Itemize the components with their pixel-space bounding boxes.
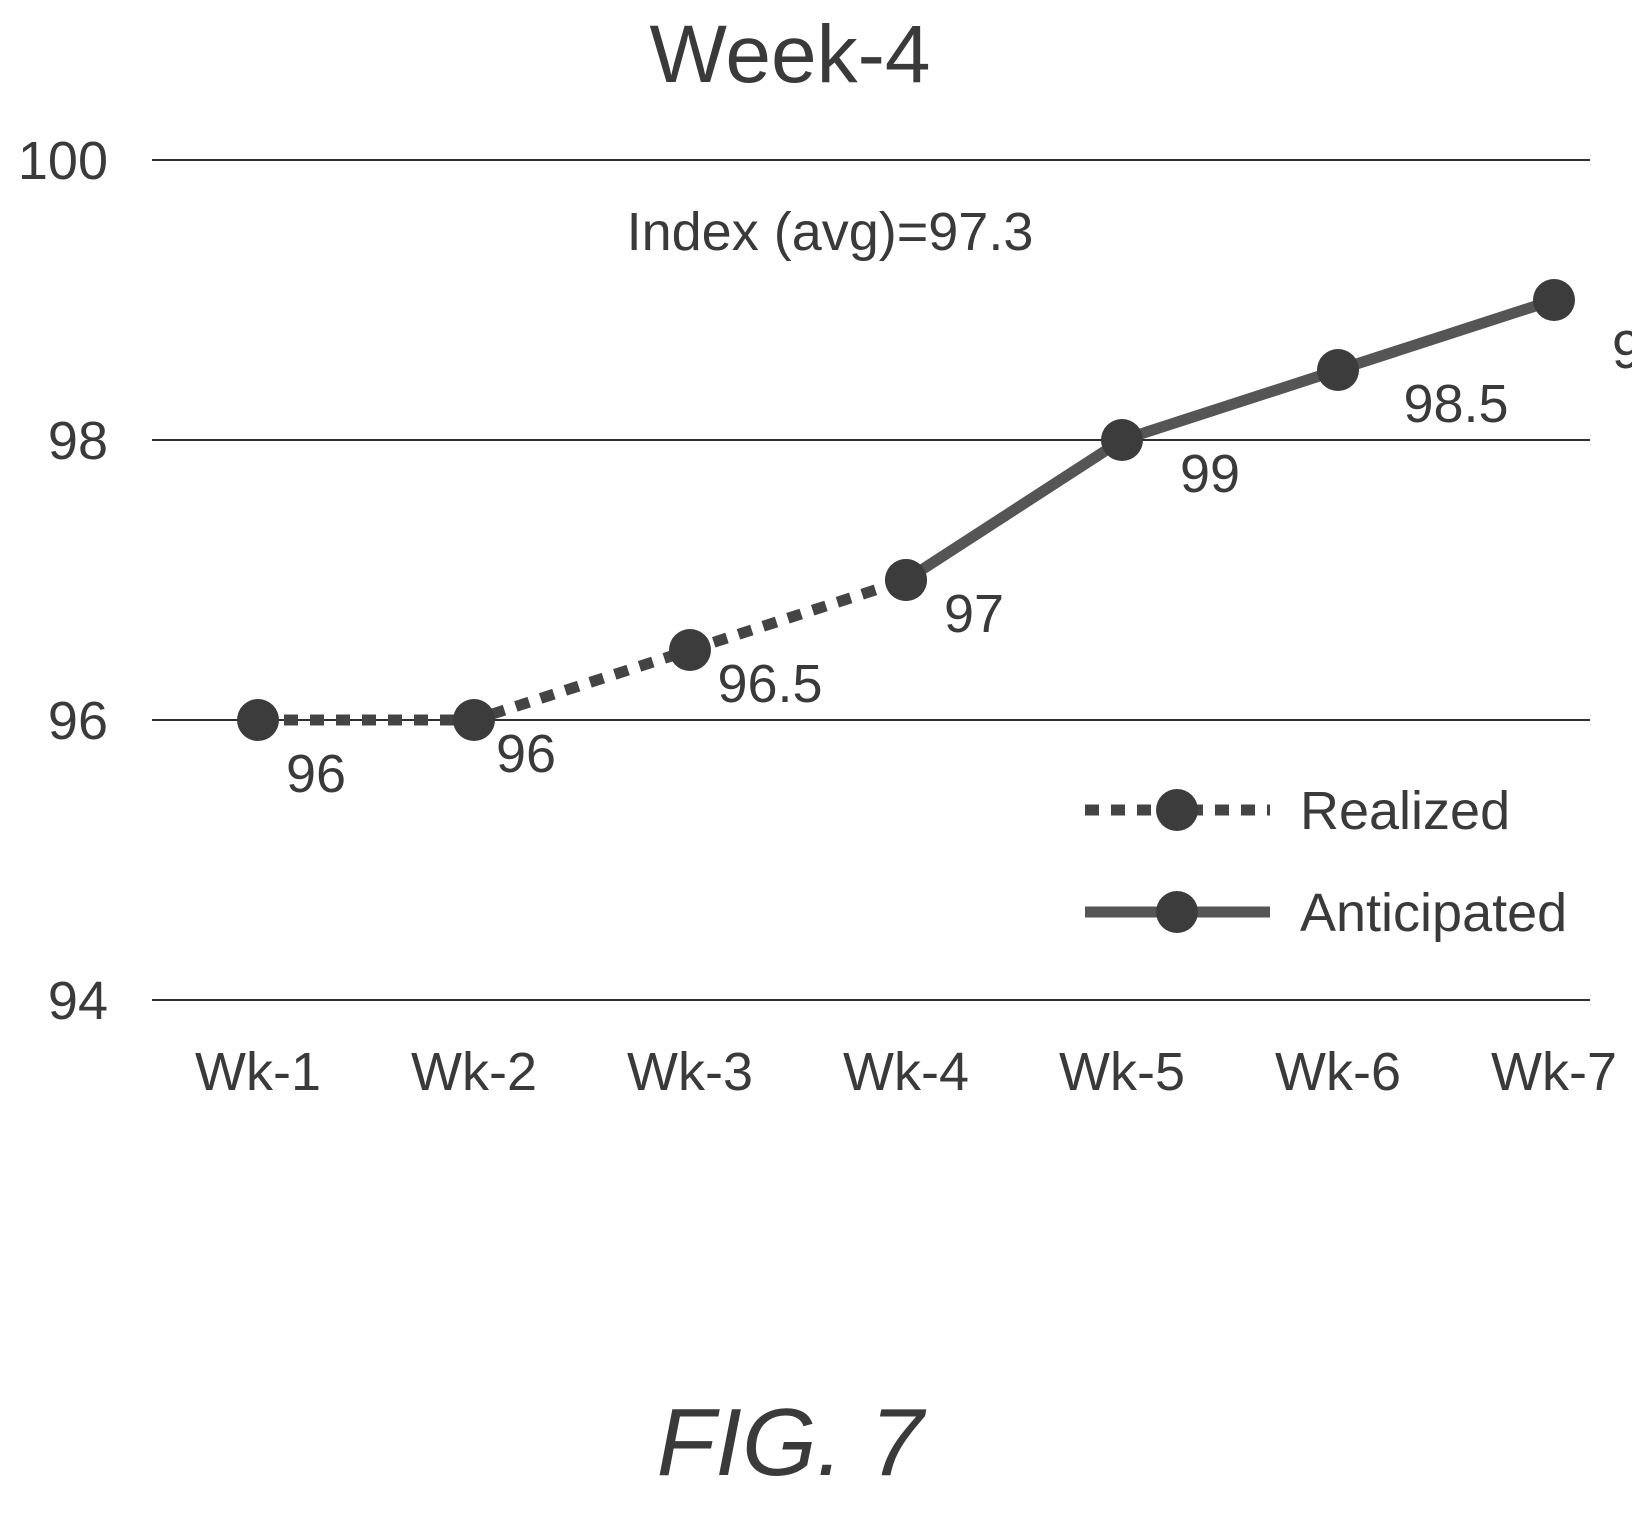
x-tick-label: Wk-4 <box>843 1042 969 1102</box>
chart-annotation: Index (avg)=97.3 <box>627 202 1034 262</box>
legend-label: Realized <box>1300 781 1510 841</box>
data-label: 96 <box>496 724 556 784</box>
series-line-anticipated <box>903 294 1556 585</box>
x-tick-label: Wk-5 <box>1059 1042 1185 1102</box>
y-tick-label: 100 <box>18 131 108 191</box>
data-label: 99 <box>1612 320 1632 380</box>
data-label: 96 <box>286 744 346 804</box>
data-point <box>453 699 495 741</box>
x-axis-ticks: Wk-1 Wk-2 Wk-3 Wk-4 Wk-5 Wk-6 Wk-7 <box>195 1042 1617 1102</box>
x-tick-label: Wk-3 <box>627 1042 753 1102</box>
x-tick-label: Wk-7 <box>1491 1042 1617 1102</box>
legend: Realized Anticipated <box>1085 781 1567 943</box>
data-point <box>885 559 927 601</box>
x-tick-label: Wk-2 <box>411 1042 537 1102</box>
data-label: 99 <box>1180 444 1240 504</box>
data-point <box>1533 279 1575 321</box>
x-tick-label: Wk-6 <box>1275 1042 1401 1102</box>
y-axis-ticks: 100 98 96 94 <box>18 131 108 1031</box>
data-label: 96.5 <box>717 654 822 714</box>
figure-caption: FIG. 7 <box>657 1389 927 1496</box>
data-point <box>669 629 711 671</box>
data-point <box>1101 419 1143 461</box>
series-line-realized <box>258 574 908 726</box>
legend-marker <box>1156 789 1198 831</box>
y-tick-label: 98 <box>48 411 108 471</box>
y-tick-label: 94 <box>48 971 108 1031</box>
x-tick-label: Wk-1 <box>195 1042 321 1102</box>
data-point <box>1317 349 1359 391</box>
gridlines <box>152 159 1590 1001</box>
data-label: 98.5 <box>1403 374 1508 434</box>
legend-marker <box>1156 891 1198 933</box>
data-label: 97 <box>944 584 1004 644</box>
series-layer <box>237 279 1575 741</box>
legend-label: Anticipated <box>1300 883 1567 943</box>
y-tick-label: 96 <box>48 691 108 751</box>
chart-title: Week-4 <box>649 9 930 100</box>
data-point <box>237 699 279 741</box>
data-labels: 96 96 96.5 97 99 98.5 99 <box>286 320 1632 804</box>
